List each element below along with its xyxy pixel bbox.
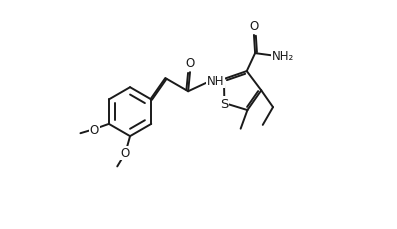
Text: O: O — [249, 20, 258, 33]
Text: S: S — [220, 97, 229, 110]
Text: NH: NH — [207, 75, 225, 88]
Text: O: O — [90, 123, 99, 136]
Text: O: O — [185, 57, 195, 70]
Text: NH₂: NH₂ — [272, 50, 294, 63]
Text: O: O — [121, 147, 130, 160]
